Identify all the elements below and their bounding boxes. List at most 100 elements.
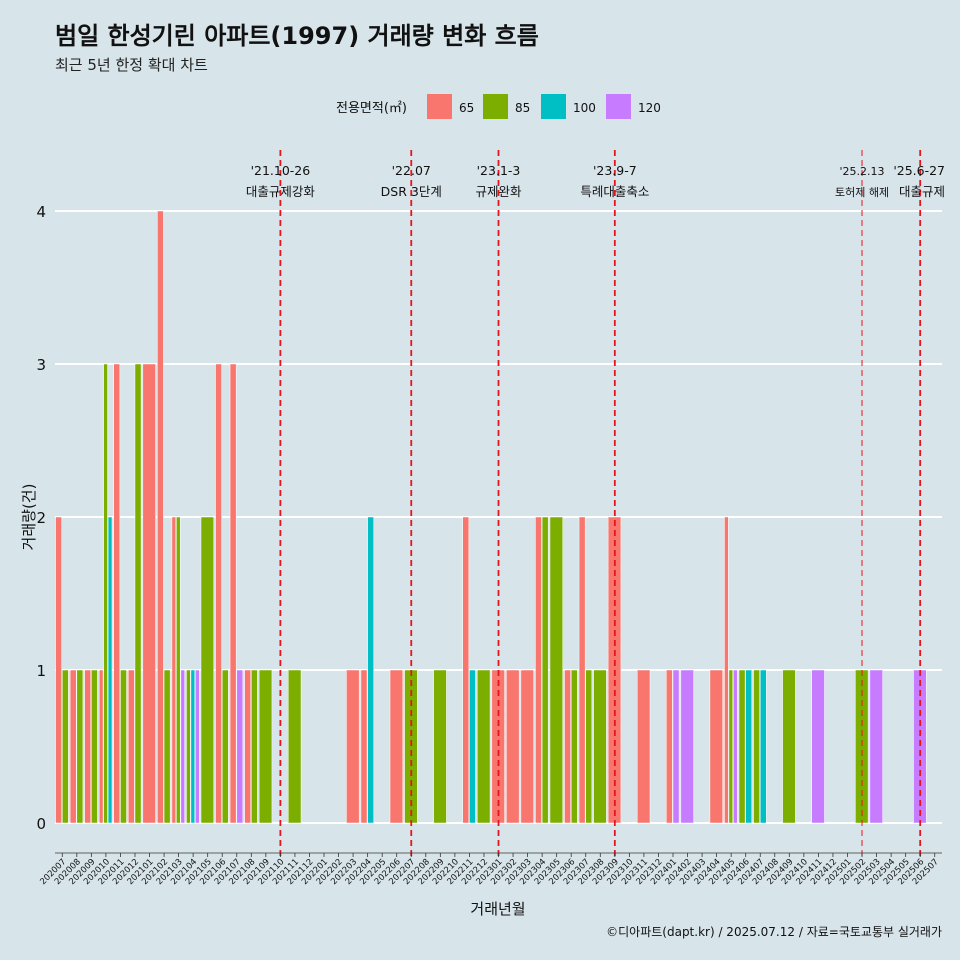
bar-85-202109 — [258, 669, 273, 824]
bar-120-202402 — [680, 669, 694, 824]
bar-65-202011 — [113, 363, 121, 824]
annotation-date: '21.10-26 — [251, 163, 311, 178]
policy-annotations: '21.10-26 대출규제강화 '22.07 DSR 3단계 '23.1-3 규제완화 '… — [246, 150, 945, 856]
bar-85-202209 — [433, 669, 447, 824]
bar-85-202103 — [176, 516, 181, 824]
bar-100-202211 — [469, 669, 476, 824]
bar-65-202311 — [636, 669, 651, 824]
legend: 전용면적(㎡) 65 85 100 120 — [336, 94, 661, 119]
bar-65-202102 — [157, 210, 164, 824]
annotation-date: '22.07 — [392, 163, 431, 178]
bar-65-202304 — [535, 516, 542, 824]
bar-85-202212 — [477, 669, 491, 824]
bar-85-202102 — [163, 669, 171, 824]
legend-swatch-85 — [483, 94, 508, 119]
bar-85-202012 — [134, 363, 142, 824]
bar-65-202404 — [709, 669, 723, 824]
bar-120-202107 — [236, 669, 244, 824]
annotation-label: 대출규제 — [899, 184, 945, 199]
bar-85-202011 — [120, 669, 127, 824]
bar-65-202302 — [506, 669, 520, 824]
bar-65-202007 — [55, 516, 62, 824]
bar-65-202108 — [244, 669, 251, 824]
bar-120-202103 — [180, 669, 185, 824]
annotation-date: '23.9-7 — [593, 163, 637, 178]
annotation-date: '25.6-27 — [893, 163, 945, 178]
bar-85-202008 — [76, 669, 84, 824]
annotation-label: 규제완화 — [475, 184, 522, 199]
bar-65-202204 — [360, 669, 368, 824]
chart-caption: ©디아파트(dapt.kr) / 2025.07.12 / 자료=국토교통부 실… — [606, 925, 942, 939]
bar-65-202012 — [128, 669, 135, 824]
bar-85-202307 — [585, 669, 593, 824]
bar-85-202108 — [251, 669, 258, 824]
y-tick-label: 2 — [36, 509, 46, 527]
legend-label-120: 120 — [638, 101, 661, 115]
annotation-label: 특례대출축소 — [580, 184, 649, 199]
bar-120-202405 — [733, 669, 738, 824]
bar-85-202111 — [287, 669, 302, 824]
legend-label-65: 65 — [459, 101, 474, 115]
legend-swatch-65 — [427, 94, 452, 119]
bar-85-202104 — [186, 669, 191, 824]
annotation-label: DSR 3단계 — [381, 184, 442, 199]
bar-85-202009 — [91, 669, 98, 824]
bar-65-202008 — [69, 669, 77, 824]
legend-label-85: 85 — [515, 101, 530, 115]
bar-85-202007 — [62, 669, 69, 824]
bar-85-202407 — [753, 669, 760, 824]
bar-85-202406 — [738, 669, 746, 824]
bar-120-202104 — [195, 669, 200, 824]
y-tick-label: 4 — [36, 203, 46, 221]
bar-65-202010 — [98, 669, 104, 824]
bar-120-202503 — [869, 669, 883, 824]
bar-65-202106 — [215, 363, 222, 824]
annotation-date: '23.1-3 — [477, 163, 521, 178]
bar-85-202105 — [200, 516, 215, 824]
chart-subtitle: 최근 5년 한정 확대 차트 — [55, 56, 208, 74]
x-axis-ticks: 2020072020082020092020102020112020122021… — [38, 852, 942, 887]
bar-100-202407 — [759, 669, 767, 824]
bar-100-202010 — [107, 516, 113, 824]
y-tick-label: 0 — [36, 815, 46, 833]
bar-65-202307 — [578, 516, 586, 824]
bar-85-202306 — [570, 669, 578, 824]
bar-100-202406 — [745, 669, 753, 824]
bar-120-202411 — [811, 669, 825, 824]
bar-85-202106 — [221, 669, 229, 824]
legend-label-100: 100 — [573, 101, 596, 115]
bar-65-202206 — [389, 669, 404, 824]
bar-85-202409 — [782, 669, 796, 824]
annotation-date: '25.2.13 — [840, 165, 885, 178]
bar-85-202305 — [549, 516, 564, 824]
bar-65-202211 — [462, 516, 470, 824]
bar-65-202009 — [84, 669, 92, 824]
bar-85-202405 — [728, 669, 734, 824]
bar-85-202304 — [541, 516, 549, 824]
bar-85-202010 — [103, 363, 108, 824]
bar-65-202401 — [666, 669, 673, 824]
bar-65-202103 — [171, 516, 177, 824]
bar-65-202303 — [520, 669, 534, 824]
legend-swatch-120 — [606, 94, 631, 119]
bar-100-202204 — [367, 516, 374, 824]
y-axis-ticks: 0 1 2 3 4 — [36, 203, 46, 833]
chart-title: 범일 한성기린 아파트(1997) 거래량 변화 흐름 — [55, 22, 539, 50]
bar-120-202401 — [672, 669, 680, 824]
bar-65-202405 — [724, 516, 729, 824]
annotation-label: 대출규제강화 — [246, 184, 316, 199]
bar-65-202203 — [346, 669, 360, 824]
y-tick-label: 3 — [36, 356, 46, 374]
bar-65-202107 — [229, 363, 237, 824]
bar-85-202308 — [593, 669, 607, 824]
bar-marks — [55, 210, 927, 824]
legend-swatch-100 — [541, 94, 566, 119]
legend-title: 전용면적(㎡) — [336, 101, 407, 116]
annotation-label: 토허제 해제 — [835, 185, 889, 199]
y-tick-label: 1 — [36, 662, 46, 680]
bar-100-202104 — [190, 669, 196, 824]
y-axis-label: 거래량(건) — [20, 484, 38, 551]
x-axis-label: 거래년월 — [470, 900, 525, 918]
bar-65-202101 — [142, 363, 156, 824]
